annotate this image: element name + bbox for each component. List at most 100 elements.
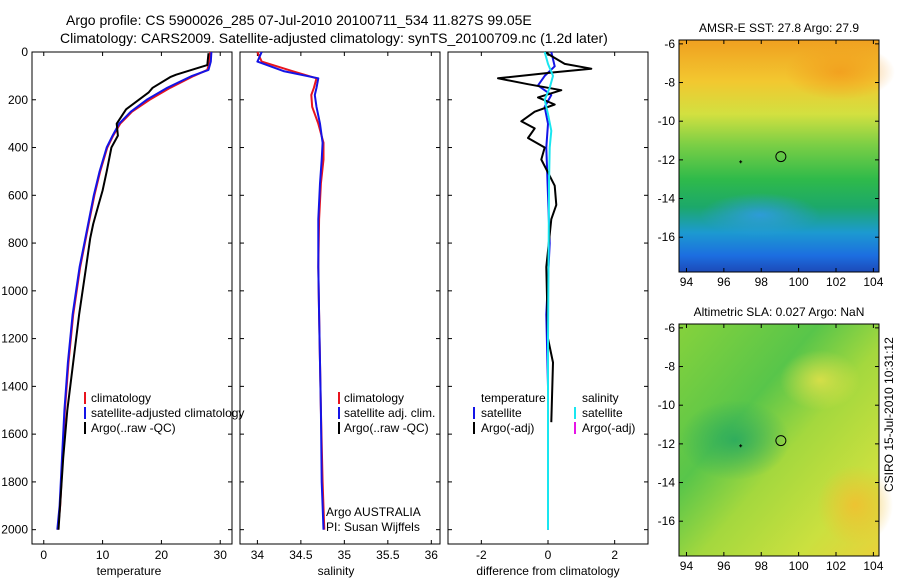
- difference-legend-salinity: salinity satellite Argo(-adj): [574, 391, 635, 435]
- legend-label-climatology: climatology: [344, 391, 404, 405]
- float-position-marker: [775, 435, 787, 447]
- sla-axes-box: [678, 323, 880, 557]
- y-tick-label: 800: [8, 236, 28, 250]
- legend-title-temperature: temperature: [481, 391, 546, 405]
- sla-mid-patch: [780, 350, 860, 410]
- header-line2: Climatology: CARS2009. Satellite-adjuste…: [60, 30, 608, 46]
- float-position-marker: [775, 151, 787, 163]
- series-salinity-satellite: [543, 51, 554, 530]
- y-tick-label: 400: [8, 141, 28, 155]
- y-tick-label: -12: [658, 153, 676, 167]
- series-climatology: [256, 51, 326, 530]
- sst-markers: [739, 151, 787, 164]
- y-tick-label: -14: [658, 476, 676, 490]
- salinity-panel: 34 34.5 35 35.5 36 salinity climatology sate…: [239, 51, 441, 578]
- x-tick-label: 2: [611, 548, 618, 562]
- y-tick-label: 2000: [1, 523, 28, 537]
- x-tick-label: 0: [40, 548, 47, 562]
- annotation-argo-australia: Argo AUSTRALIA: [326, 505, 421, 519]
- y-tick-label: -10: [658, 114, 676, 128]
- sla-low-patch: [680, 400, 790, 480]
- sla-high-patch: [817, 465, 893, 545]
- x-tick-label: 94: [680, 559, 694, 573]
- x-tick-label: 36: [425, 548, 439, 562]
- x-tick-label: 100: [789, 275, 809, 289]
- temperature-axes-box: [31, 51, 233, 545]
- salinity-xlabel: salinity: [318, 564, 355, 578]
- x-tick-label: 35: [338, 548, 352, 562]
- x-tick-label: 0: [545, 548, 552, 562]
- legend-label-temp-argo: Argo(-adj): [481, 421, 534, 435]
- salinity-axis-ticks: 34 34.5 35 35.5 36: [240, 51, 440, 562]
- y-tick-label: 1800: [1, 475, 28, 489]
- salinity-axes-box: [239, 51, 441, 545]
- legend-label-sal-satellite: satellite: [582, 406, 623, 420]
- x-tick-label: 96: [717, 559, 731, 573]
- temperature-axis-ticks: 0 10 20 30 0 200 400 600 800 1000 1200 1400 1600 1800…: [1, 45, 232, 562]
- sst-axes-box: [678, 39, 880, 273]
- sst-cool-patch: [700, 193, 820, 237]
- series-satellite: [56, 51, 213, 530]
- y-tick-label: -6: [664, 321, 675, 335]
- series-climatology: [56, 51, 212, 530]
- legend-title-salinity: salinity: [582, 391, 619, 405]
- x-tick-label: -2: [476, 548, 487, 562]
- sla-axis-ticks: 94 96 98 100 102 104 -6 -8 -10 -12 -14 -16: [658, 321, 884, 573]
- y-tick-label: -8: [664, 76, 675, 90]
- series-argo: [57, 53, 210, 530]
- y-tick-label: 200: [8, 93, 28, 107]
- y-tick-label: 1200: [1, 332, 28, 346]
- x-tick-label: 100: [789, 559, 809, 573]
- sst-axis-ticks: 94 96 98 100 102 104 -6 -8 -10 -12 -14 -16: [658, 37, 884, 289]
- difference-lines: [497, 51, 593, 530]
- x-tick-label: 20: [155, 548, 169, 562]
- x-tick-label: 34.5: [289, 548, 313, 562]
- y-tick-label: -14: [658, 192, 676, 206]
- x-tick-label: 98: [755, 559, 769, 573]
- x-tick-label: 102: [826, 559, 846, 573]
- y-tick-label: 0: [21, 45, 28, 59]
- difference-legend-temperature: temperature satellite Argo(-adj): [473, 391, 546, 435]
- x-tick-label: 104: [863, 275, 883, 289]
- x-tick-label: 94: [680, 275, 694, 289]
- y-tick-label: -8: [664, 360, 675, 374]
- sst-warm-patch: [785, 44, 895, 100]
- y-tick-label: 600: [8, 188, 28, 202]
- annotation-pi-name: PI: Susan Wijffels: [326, 520, 420, 534]
- x-tick-label: 96: [717, 275, 731, 289]
- x-tick-label: 30: [214, 548, 228, 562]
- series-satellite: [256, 51, 325, 530]
- sla-markers: [739, 435, 787, 448]
- x-tick-label: 35.5: [376, 548, 400, 562]
- series-temperature-argo: [497, 51, 593, 423]
- difference-panel: -2 0 2 difference from climatology tempera…: [447, 51, 649, 578]
- difference-xlabel: difference from climatology: [476, 564, 619, 578]
- legend-label-argo: Argo(..raw -QC): [91, 421, 176, 435]
- temperature-legend: climatology satellite-adjusted climatolo…: [84, 391, 244, 435]
- x-tick-label: 34: [251, 548, 265, 562]
- legend-label-sal-argo: Argo(-adj): [582, 421, 635, 435]
- x-tick-label: 104: [863, 559, 883, 573]
- x-tick-label: 98: [755, 275, 769, 289]
- y-tick-label: -12: [658, 437, 676, 451]
- sla-map-title: Altimetric SLA: 0.027 Argo: NaN: [694, 305, 865, 319]
- legend-label-temp-satellite: satellite: [481, 406, 522, 420]
- y-tick-label: -16: [658, 514, 676, 528]
- y-tick-label: 1600: [1, 427, 28, 441]
- y-tick-label: -16: [658, 230, 676, 244]
- x-tick-label: 102: [826, 275, 846, 289]
- temperature-lines: [56, 51, 213, 530]
- salinity-legend: climatology satellite adj. clim. Argo(..…: [338, 391, 435, 435]
- temperature-panel: 0 10 20 30 0 200 400 600 800 1000 1200 1400 1600 1800…: [1, 45, 244, 578]
- y-tick-label: -6: [664, 37, 675, 51]
- x-tick-label: 10: [96, 548, 110, 562]
- legend-label-climatology: climatology: [91, 391, 151, 405]
- legend-label-argo: Argo(..raw -QC): [344, 421, 429, 435]
- legend-label-satellite: satellite-adjusted climatology: [91, 406, 244, 420]
- sla-map-panel: Altimetric SLA: 0.027 Argo: NaN 94 96 98 10…: [658, 305, 893, 573]
- sst-map-panel: AMSR-E SST: 27.8 Argo: 27.9 94 96 98 100 102…: [658, 21, 895, 289]
- y-tick-label: 1000: [1, 284, 28, 298]
- sst-map-title: AMSR-E SST: 27.8 Argo: 27.9: [699, 21, 859, 35]
- y-tick-label: -10: [658, 398, 676, 412]
